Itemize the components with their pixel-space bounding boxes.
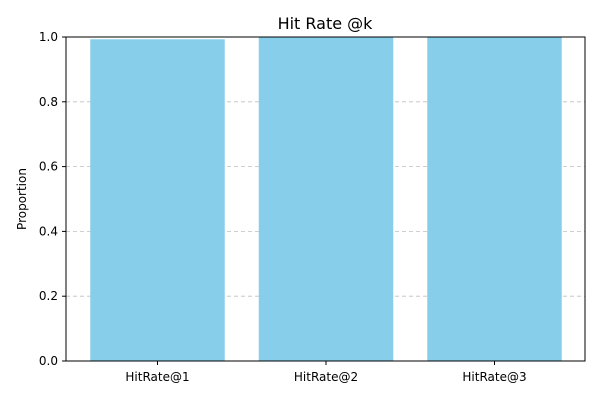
y-tick-label: 0.0 [39,354,58,368]
bar-hitrate-1 [90,39,225,361]
y-tick-label: 0.4 [39,224,58,238]
x-tick-label: HitRate@1 [125,370,189,384]
bars [90,37,562,361]
bar-hitrate-3 [427,37,562,361]
y-axis-label: Proportion [15,168,29,230]
plot-frame [65,36,586,362]
chart-title: Hit Rate @k [278,14,374,33]
x-tick-label: HitRate@3 [462,370,526,384]
y-tick-label: 0.8 [39,95,58,109]
y-tick-label: 0.6 [39,160,58,174]
bar-hitrate-2 [258,37,394,361]
y-tick-label: 1.0 [39,30,58,44]
y-tick-label: 0.2 [39,289,58,303]
x-tick-label: HitRate@2 [294,370,358,384]
axes: 0.0 0.2 0.4 0.6 0.8 1.0 HitRate@1 HitRate@2 HitR… [39,30,586,384]
